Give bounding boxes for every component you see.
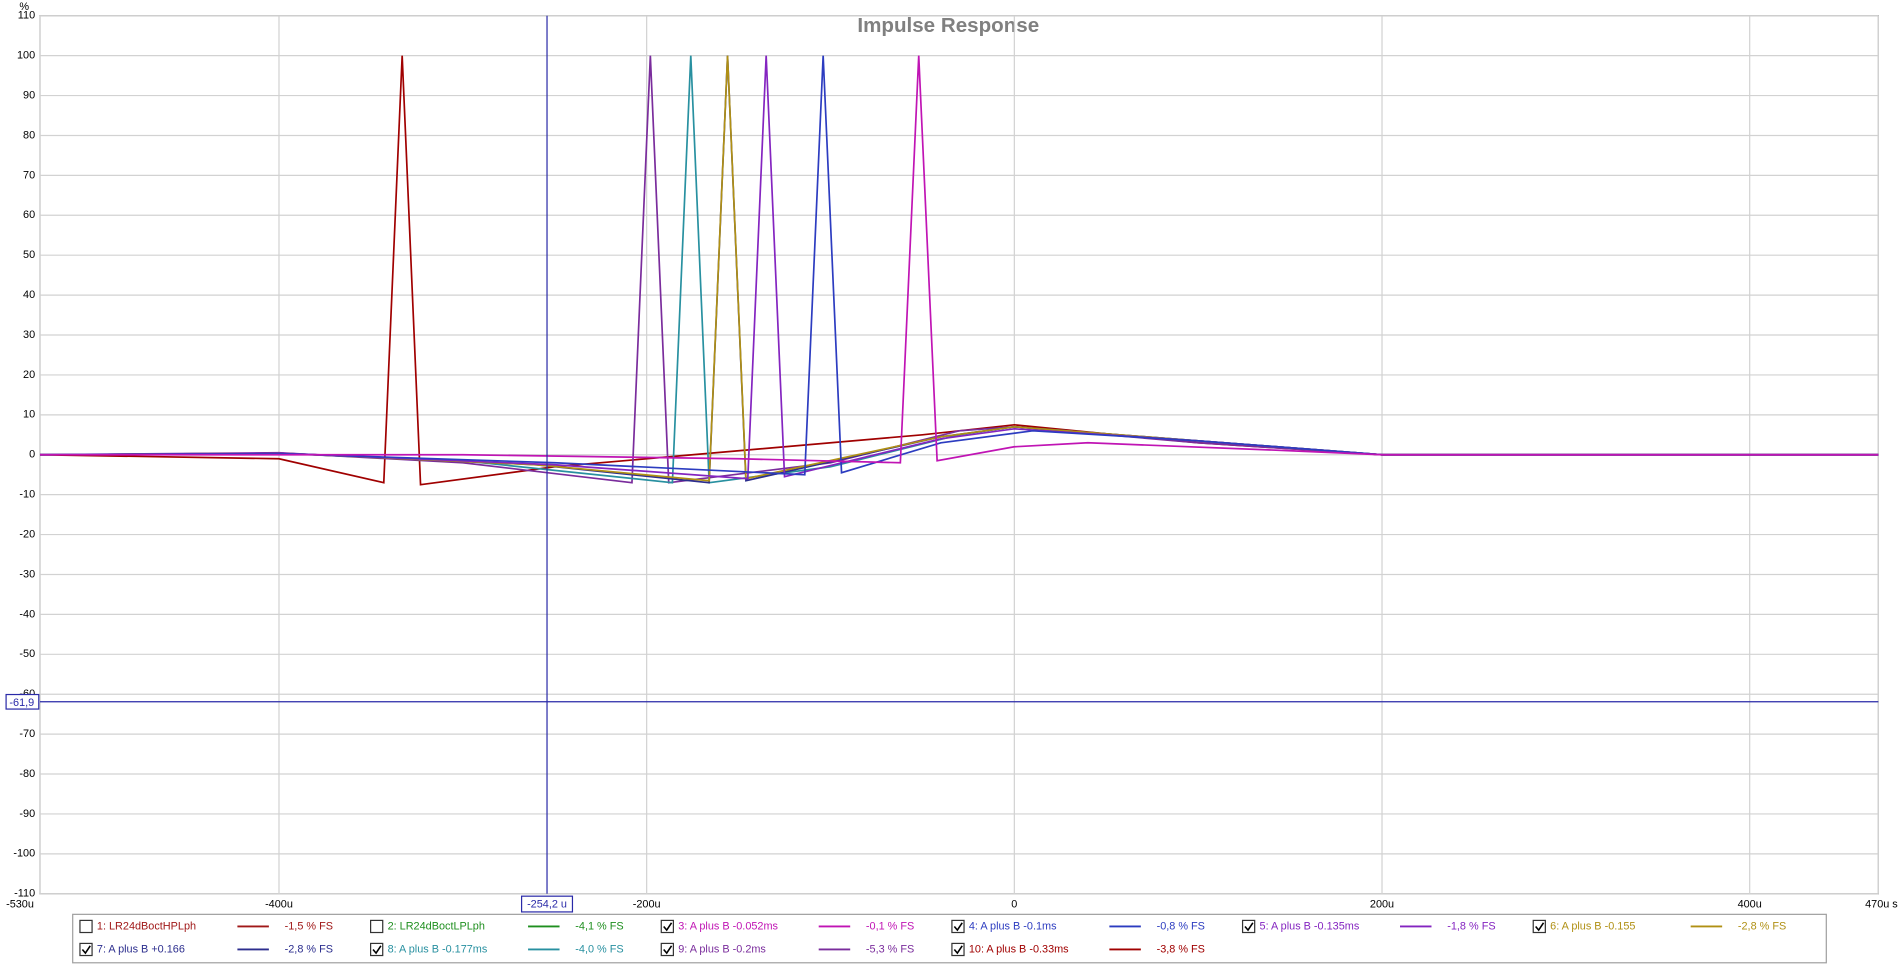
y-tick-label: -90: [19, 808, 35, 820]
x-tick-label: -200u: [633, 899, 661, 911]
legend-value: -4,0 % FS: [575, 943, 623, 955]
x-tick-label: -530u: [6, 899, 34, 911]
y-tick-label: -110: [14, 888, 35, 900]
cursor-x-label: -254,2 u: [527, 899, 567, 911]
legend-checkbox[interactable]: [951, 942, 965, 957]
legend-label: 5: A plus B -0.135ms: [1260, 920, 1360, 932]
legend-checkbox[interactable]: [79, 942, 93, 957]
legend-value: -3,8 % FS: [1157, 943, 1205, 955]
x-tick-label: 470u s: [1865, 899, 1898, 911]
legend-label: 4: A plus B -0.1ms: [969, 920, 1057, 932]
legend-checkmark: [953, 945, 963, 955]
legend-value: -0,8 % FS: [1157, 920, 1205, 932]
y-tick-label: 0: [29, 449, 35, 461]
legend-checkmark: [1244, 922, 1254, 932]
y-tick-label: -100: [13, 848, 35, 860]
y-tick-label: -20: [19, 528, 35, 540]
legend-value: -5,3 % FS: [866, 943, 914, 955]
y-tick-label: 90: [23, 89, 35, 101]
legend-value: -0,1 % FS: [866, 920, 914, 932]
legend-label: 1: LR24dBoctHPLph: [97, 920, 196, 932]
legend-label: 7: A plus B +0.166: [97, 943, 185, 955]
legend-label: 10: A plus B -0.33ms: [969, 943, 1069, 955]
y-tick-label: 60: [23, 209, 35, 221]
legend-value: -2,8 % FS: [1738, 920, 1786, 932]
x-tick-label: 0: [1011, 899, 1017, 911]
y-axis-label: %: [19, 1, 29, 13]
legend-checkmark: [663, 945, 673, 955]
legend-label: 6: A plus B -0.155: [1550, 920, 1635, 932]
legend-value: -4,1 % FS: [575, 920, 623, 932]
series-line: [39, 55, 1879, 464]
y-tick-label: 110: [18, 10, 35, 22]
x-tick-label: 400u: [1738, 899, 1762, 911]
legend-label: 9: A plus B -0.2ms: [678, 943, 766, 955]
y-tick-label: 80: [23, 129, 35, 141]
y-tick-label: 50: [23, 249, 35, 261]
y-tick-label: -30: [19, 568, 35, 580]
y-tick-label: 100: [17, 50, 35, 62]
y-tick-label: -80: [19, 768, 35, 780]
legend-checkbox[interactable]: [1241, 919, 1256, 934]
legend-label: 8: A plus B -0.177ms: [388, 943, 488, 955]
y-tick-label: 30: [23, 329, 35, 341]
y-tick-label: -10: [19, 489, 35, 501]
legend-checkbox[interactable]: [79, 919, 93, 934]
y-tick-label: -50: [19, 648, 35, 660]
legend-label: 2: LR24dBoctLPLph: [388, 920, 485, 932]
y-tick-label: 70: [23, 169, 35, 181]
legend-checkmark: [372, 945, 382, 955]
legend-checkmark: [953, 922, 963, 932]
x-tick-label: -400u: [265, 899, 293, 911]
legend-checkmark: [81, 945, 91, 955]
y-tick-label: -70: [19, 728, 35, 740]
cursor-y-label: -61,9: [9, 697, 34, 709]
legend-value: -2,8 % FS: [285, 943, 333, 955]
legend-value: -1,8 % FS: [1447, 920, 1495, 932]
y-tick-label: 20: [23, 369, 35, 381]
legend-checkbox[interactable]: [370, 919, 384, 934]
y-tick-label: -40: [19, 608, 35, 620]
y-tick-label: 10: [23, 409, 35, 421]
legend-label: 3: A plus B -0.052ms: [678, 920, 778, 932]
legend-checkbox[interactable]: [660, 942, 674, 957]
series-line: [39, 55, 1879, 476]
legend-value: -1,5 % FS: [285, 920, 333, 932]
legend-checkbox[interactable]: [370, 942, 384, 957]
legend-checkbox[interactable]: [951, 919, 965, 934]
cursor-y-box: [5, 693, 40, 710]
legend-checkmark: [1535, 922, 1545, 932]
cursor-x-box: [520, 895, 574, 913]
y-tick-label: 40: [23, 289, 35, 301]
chart-title: Impulse Response: [857, 14, 1039, 37]
x-tick-label: 200u: [1370, 899, 1394, 911]
legend-checkbox[interactable]: [1532, 919, 1546, 934]
legend-checkmark: [663, 922, 673, 932]
legend-checkbox[interactable]: [660, 919, 674, 934]
